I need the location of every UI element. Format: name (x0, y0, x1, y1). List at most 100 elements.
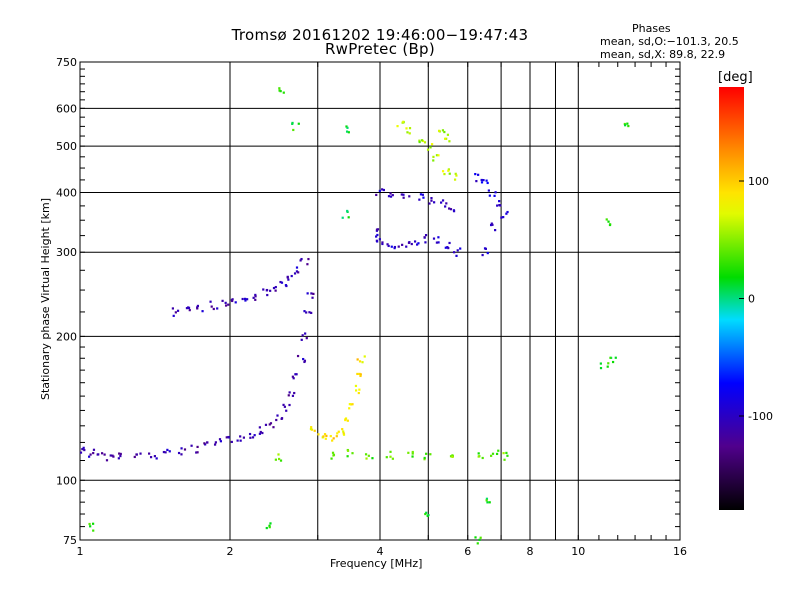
data-point (295, 373, 298, 376)
data-point (402, 196, 405, 199)
data-point (303, 360, 306, 364)
data-point (300, 338, 303, 341)
data-point (118, 452, 121, 455)
data-point (432, 159, 435, 162)
data-point (153, 455, 156, 458)
data-point (378, 189, 381, 193)
data-point (196, 307, 199, 310)
data-point (444, 205, 447, 208)
data-point (268, 524, 271, 527)
data-point (81, 448, 84, 451)
data-point (277, 453, 280, 456)
data-point (310, 292, 313, 295)
data-point (313, 429, 316, 432)
data-point (484, 247, 487, 250)
data-point (482, 179, 485, 182)
data-point (425, 452, 428, 455)
data-point (456, 249, 459, 252)
data-point (623, 122, 626, 126)
data-point (356, 358, 359, 361)
data-point (453, 251, 456, 254)
y-tick-label: 300 (56, 246, 77, 259)
data-point (494, 191, 497, 194)
data-point (278, 457, 281, 461)
data-point (304, 332, 307, 335)
data-point (221, 299, 224, 302)
y-tick-label: 75 (63, 534, 77, 547)
data-point (224, 304, 228, 307)
data-point (188, 309, 191, 312)
data-point (254, 298, 257, 301)
data-point (418, 140, 421, 144)
x-tick-label: 1 (77, 545, 84, 558)
data-point (287, 278, 290, 281)
data-point (312, 292, 315, 295)
data-point (280, 281, 284, 284)
data-point (264, 423, 268, 426)
data-point (485, 179, 488, 182)
data-point (459, 247, 462, 250)
data-point (285, 409, 288, 412)
data-point (358, 372, 361, 376)
data-point (254, 295, 257, 298)
data-point (418, 198, 421, 201)
data-point (626, 122, 629, 125)
data-point (278, 89, 281, 92)
data-point (478, 538, 481, 541)
data-point (405, 245, 408, 248)
data-point (196, 445, 199, 449)
data-point (218, 438, 222, 441)
data-point (498, 200, 501, 203)
data-point (305, 337, 308, 340)
data-point (411, 455, 414, 458)
data-point (331, 451, 335, 454)
data-point (502, 216, 505, 219)
data-point (406, 131, 409, 134)
data-point (413, 240, 417, 243)
data-point (441, 129, 445, 132)
data-point (375, 228, 379, 231)
data-point (437, 129, 441, 132)
data-point (272, 426, 275, 429)
data-point (219, 440, 223, 443)
data-point (291, 122, 294, 126)
data-point (323, 433, 327, 436)
data-point (433, 201, 436, 204)
data-point (355, 389, 358, 392)
data-point (411, 452, 414, 455)
data-point (224, 301, 227, 304)
data-point (346, 209, 349, 213)
data-point (449, 208, 453, 211)
data-point (302, 357, 305, 361)
data-point (225, 436, 228, 439)
data-point (174, 311, 177, 314)
data-point (180, 453, 183, 456)
data-point (423, 141, 427, 144)
data-point (89, 525, 92, 528)
data-point (446, 133, 450, 136)
data-point (119, 454, 122, 458)
data-point (477, 173, 480, 176)
data-point (206, 441, 209, 444)
data-point (259, 430, 262, 434)
data-point (428, 202, 431, 205)
data-point (201, 310, 204, 313)
data-point (402, 120, 405, 123)
data-point (258, 426, 261, 429)
data-point (139, 452, 142, 455)
data-point (420, 139, 424, 142)
data-point (324, 437, 327, 440)
data-point (476, 542, 479, 545)
data-point (119, 452, 122, 456)
phase-stat-o: mean, sd,O:−101.3, 20.5 (600, 35, 739, 48)
data-point (364, 453, 368, 456)
data-point (79, 451, 83, 454)
data-point (261, 431, 264, 435)
data-point (162, 450, 166, 454)
y-tick-label: 750 (56, 56, 77, 69)
data-point (268, 526, 271, 529)
data-point (357, 391, 360, 395)
data-point (305, 311, 308, 314)
data-point (407, 241, 411, 244)
